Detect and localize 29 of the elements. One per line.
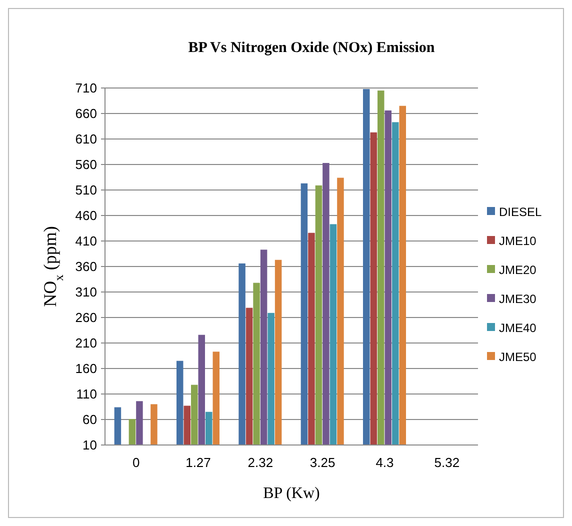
y-tick-label: 660 bbox=[75, 106, 97, 122]
legend-label: JME40 bbox=[499, 321, 537, 336]
x-tick-label: 4.3 bbox=[376, 455, 394, 470]
legend-label: DIESEL bbox=[499, 205, 542, 220]
y-tick-label: 410 bbox=[75, 234, 97, 249]
x-tick-label: 2.32 bbox=[248, 455, 274, 470]
y-tick-label: 10 bbox=[82, 438, 97, 453]
y-tick-label: 310 bbox=[75, 284, 97, 300]
y-tick-label: 460 bbox=[75, 208, 97, 224]
legend-label: JME50 bbox=[499, 350, 537, 364]
legend-label: JME30 bbox=[499, 292, 537, 306]
chart-title: BP Vs Nitrogen Oxide (NOx) Emission bbox=[188, 40, 436, 56]
x-tick-label: 3.25 bbox=[310, 455, 336, 470]
y-tick-label: 160 bbox=[75, 361, 97, 376]
y-tick-label: 210 bbox=[75, 336, 97, 351]
y-tick-label: 110 bbox=[76, 386, 97, 402]
y-tick-label: 60 bbox=[82, 412, 97, 428]
x-tick-label: 0 bbox=[132, 455, 140, 470]
legend-label: JME10 bbox=[499, 234, 537, 248]
y-tick-label: 510 bbox=[75, 182, 97, 198]
x-tick-label: 5.32 bbox=[434, 455, 460, 470]
y-tick-label: 560 bbox=[75, 157, 97, 172]
y-tick-label: 710 bbox=[75, 80, 97, 96]
y-tick-label: 260 bbox=[75, 310, 97, 326]
x-axis-title: BP (Kw) bbox=[263, 485, 320, 502]
legend-label: JME20 bbox=[499, 263, 537, 278]
y-tick-label: 360 bbox=[75, 259, 97, 274]
y-tick-label: 610 bbox=[75, 132, 97, 147]
x-tick-label: 1.27 bbox=[186, 455, 211, 470]
